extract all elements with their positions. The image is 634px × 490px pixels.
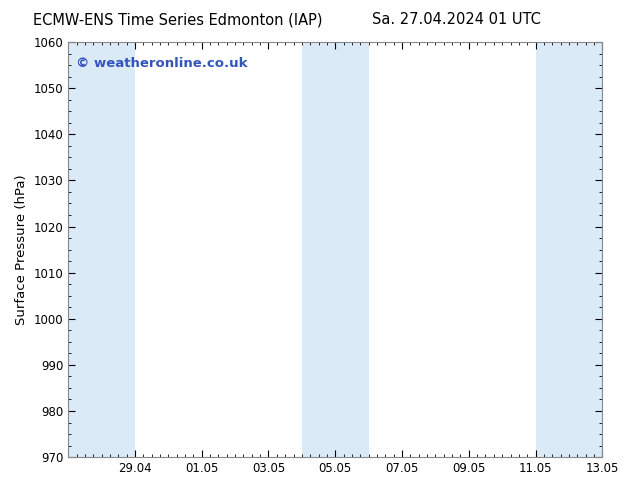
Y-axis label: Surface Pressure (hPa): Surface Pressure (hPa) [15, 174, 28, 325]
Bar [302, 42, 368, 457]
Text: Sa. 27.04.2024 01 UTC: Sa. 27.04.2024 01 UTC [372, 12, 541, 27]
Text: © weatheronline.co.uk: © weatheronline.co.uk [76, 56, 248, 70]
Title: ECMW-ENS Time Series Edmonton (IAP)     Sa. 27.04.2024 01 UTC: ECMW-ENS Time Series Edmonton (IAP) Sa. … [0, 489, 1, 490]
Bar [536, 42, 602, 457]
Bar [68, 42, 135, 457]
Text: ECMW-ENS Time Series Edmonton (IAP): ECMW-ENS Time Series Edmonton (IAP) [33, 12, 322, 27]
